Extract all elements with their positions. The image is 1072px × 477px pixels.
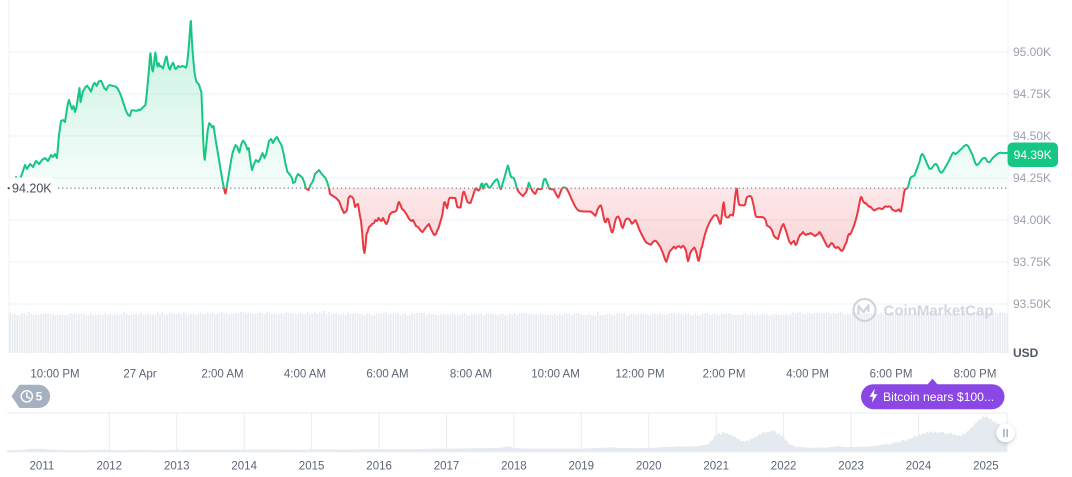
svg-text:8:00 AM: 8:00 AM [450, 369, 492, 381]
svg-text:8:00 PM: 8:00 PM [954, 369, 997, 381]
svg-text:2:00 PM: 2:00 PM [703, 369, 746, 381]
svg-text:93.50K: 93.50K [1013, 297, 1051, 311]
svg-text:USD: USD [1013, 346, 1039, 360]
svg-text:94.25K: 94.25K [1013, 171, 1051, 185]
svg-text:2017: 2017 [434, 461, 460, 473]
svg-text:94.20K: 94.20K [12, 182, 52, 196]
svg-text:2022: 2022 [771, 461, 797, 473]
svg-text:4:00 AM: 4:00 AM [284, 369, 326, 381]
svg-text:6:00 AM: 6:00 AM [366, 369, 408, 381]
svg-text:12:00 PM: 12:00 PM [615, 369, 664, 381]
svg-text:95.00K: 95.00K [1013, 45, 1051, 59]
svg-text:6:00 PM: 6:00 PM [870, 369, 913, 381]
svg-text:Bitcoin nears $100...: Bitcoin nears $100... [883, 390, 994, 404]
svg-text:2014: 2014 [231, 461, 257, 473]
svg-text:2016: 2016 [366, 461, 392, 473]
svg-text:94.75K: 94.75K [1013, 87, 1051, 101]
svg-text:2018: 2018 [501, 461, 527, 473]
svg-text:2021: 2021 [703, 461, 729, 473]
svg-text:2:00 AM: 2:00 AM [201, 369, 243, 381]
svg-text:2024: 2024 [906, 461, 932, 473]
svg-text:2025: 2025 [973, 461, 999, 473]
svg-text:2012: 2012 [97, 461, 123, 473]
svg-text:2015: 2015 [299, 461, 325, 473]
svg-text:2011: 2011 [30, 461, 55, 473]
svg-text:2019: 2019 [569, 461, 595, 473]
svg-text:5: 5 [36, 390, 43, 404]
svg-text:2023: 2023 [838, 461, 864, 473]
svg-text:2020: 2020 [636, 461, 662, 473]
svg-text:93.75K: 93.75K [1013, 255, 1051, 269]
svg-text:2013: 2013 [164, 461, 190, 473]
svg-text:CoinMarketCap: CoinMarketCap [884, 302, 994, 319]
svg-text:10:00 AM: 10:00 AM [531, 369, 580, 381]
svg-text:94.39K: 94.39K [1014, 148, 1052, 162]
svg-text:4:00 PM: 4:00 PM [786, 369, 829, 381]
svg-text:10:00 PM: 10:00 PM [30, 369, 79, 381]
svg-text:27 Apr: 27 Apr [123, 369, 156, 381]
svg-text:94.00K: 94.00K [1013, 213, 1051, 227]
svg-text:94.50K: 94.50K [1013, 129, 1051, 143]
